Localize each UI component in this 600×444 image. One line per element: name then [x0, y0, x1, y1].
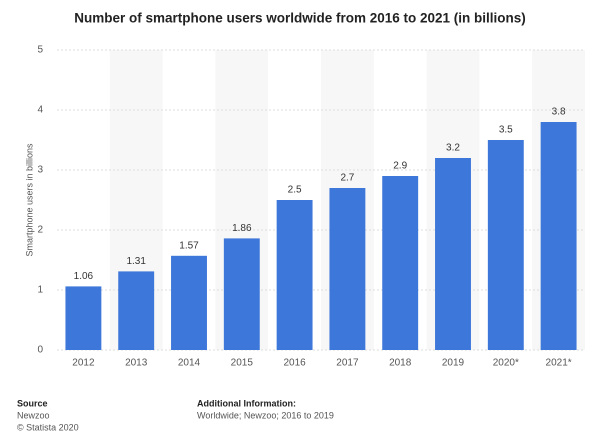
- x-tick-label: 2017: [336, 358, 359, 369]
- value-label: 1.86: [232, 223, 252, 234]
- y-tick-label: 0: [37, 345, 43, 356]
- info: Worldwide; Newzoo; 2016 to 2019: [197, 410, 334, 420]
- x-tick-label: 2016: [283, 358, 306, 369]
- bar: [223, 238, 260, 350]
- y-tick-label: 3: [37, 165, 43, 176]
- value-label: 1.06: [74, 271, 94, 282]
- value-label: 1.57: [179, 240, 199, 251]
- bar: [487, 140, 524, 350]
- y-axis-label: Smartphone users in billions: [24, 143, 34, 257]
- x-tick-label: 2021*: [546, 358, 572, 369]
- bar: [118, 271, 155, 350]
- value-label: 3.5: [499, 125, 513, 136]
- bar: [382, 176, 419, 350]
- copyright: © Statista 2020: [17, 422, 79, 432]
- x-tick-label: 2020*: [493, 358, 519, 369]
- bar: [540, 122, 577, 350]
- source-heading: Source: [17, 398, 48, 408]
- y-tick-label: 4: [37, 105, 43, 116]
- x-tick-label: 2014: [178, 358, 201, 369]
- x-tick-label: 2019: [442, 358, 465, 369]
- value-label: 1.31: [126, 256, 146, 267]
- bar: [65, 286, 102, 350]
- value-label: 3.2: [446, 143, 460, 154]
- bar: [171, 255, 207, 350]
- value-label: 2.7: [340, 173, 354, 184]
- x-tick-label: 2013: [125, 358, 148, 369]
- y-tick-label: 2: [37, 225, 43, 236]
- x-tick-label: 2018: [389, 358, 412, 369]
- chart-title: Number of smartphone users worldwide fro…: [74, 11, 526, 26]
- value-label: 3.8: [552, 107, 566, 118]
- bar: [435, 158, 471, 350]
- y-tick-label: 1: [37, 285, 43, 296]
- y-tick-label: 5: [37, 45, 43, 56]
- source: Newzoo: [17, 410, 50, 420]
- bar: [276, 200, 313, 350]
- info-heading: Additional Information:: [197, 398, 296, 408]
- value-label: 2.9: [393, 161, 407, 172]
- bar: [329, 188, 366, 350]
- x-tick-label: 2012: [72, 358, 95, 369]
- x-tick-label: 2015: [231, 358, 254, 369]
- value-label: 2.5: [288, 185, 302, 196]
